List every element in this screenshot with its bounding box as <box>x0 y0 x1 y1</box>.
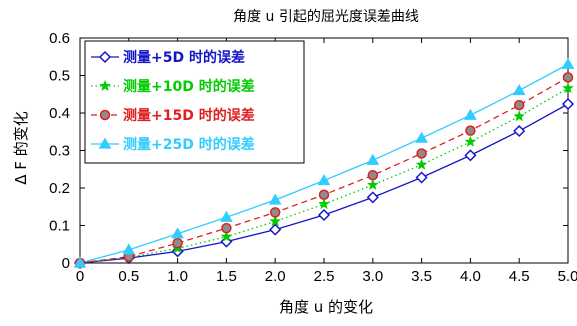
y-tick-label: 0.1 <box>49 218 70 235</box>
series-1-point <box>561 97 575 111</box>
series-1-point <box>415 171 428 184</box>
series-4-point <box>317 173 331 186</box>
x-tick-label: 2.0 <box>265 268 286 285</box>
series-3-point <box>416 148 427 159</box>
x-tick-label: 4.5 <box>509 268 530 285</box>
x-tick-label: 0.5 <box>118 268 139 285</box>
x-tick-label: 2.5 <box>314 268 335 285</box>
x-tick-label: 3.5 <box>411 268 432 285</box>
series-2-point <box>366 178 379 191</box>
x-tick-label: 3.0 <box>362 268 383 285</box>
series-1-point <box>513 124 526 138</box>
series-3-point <box>513 99 525 111</box>
y-axis-label: Δ F 的变化 <box>12 111 30 184</box>
legend-label-1: 测量+5D 时的误差 <box>123 49 245 66</box>
legend-marker-1 <box>98 50 112 64</box>
y-tick-label: 0.5 <box>49 68 70 85</box>
series-4-point <box>73 256 87 268</box>
series-4-point <box>366 153 380 165</box>
x-tick-label: 0 <box>76 268 84 285</box>
series-3-point <box>465 125 476 136</box>
series-1-point <box>317 208 331 222</box>
series-2-point <box>513 110 526 122</box>
series-4-point <box>512 83 526 96</box>
x-tick-label: 4.0 <box>460 268 481 285</box>
legend-label-2: 测量+10D 时的误差 <box>123 78 255 95</box>
series-4-point <box>220 210 233 222</box>
series-1-point <box>269 223 282 236</box>
series-2-point <box>464 135 477 147</box>
x-axis-label: 角度 u 的变化 <box>279 298 373 316</box>
series-3-point <box>221 222 232 234</box>
series-2-point <box>220 230 233 242</box>
series-2-point <box>562 82 574 94</box>
legend-box <box>84 40 305 164</box>
y-tick-label: 0.6 <box>49 30 70 47</box>
legend-marker-2 <box>99 79 111 92</box>
series-3-point <box>562 72 574 83</box>
series-4-point <box>171 227 184 239</box>
series-2-point <box>415 158 428 170</box>
series-1-point <box>464 149 477 162</box>
series-3-point <box>318 189 330 200</box>
series-4-point <box>464 108 477 120</box>
series-4-point <box>561 57 575 69</box>
legend-label-4: 测量+25D 时的误差 <box>123 136 255 153</box>
series-3-point <box>172 237 183 249</box>
series-4-point <box>122 243 136 255</box>
series-4-point <box>268 193 282 205</box>
y-tick-label: 0.4 <box>49 105 70 122</box>
legend-marker-3 <box>99 109 111 121</box>
legend-label-3: 测量+15D 时的误差 <box>123 107 255 124</box>
series-2-point <box>318 197 330 210</box>
legend-marker-4 <box>98 137 112 149</box>
y-tick-label: 0 <box>62 255 70 272</box>
x-tick-label: 1.0 <box>167 268 188 285</box>
y-tick-label: 0.3 <box>49 143 70 160</box>
series-3-point <box>269 207 281 218</box>
plot-area: 0 0.5 1.0 1.5 2.0 2.5 3.0 3.5 4.0 4.5 5.0 0 0.1 0.2 0.… <box>49 30 577 285</box>
chart-title: 角度 u 引起的屈光度误差曲线 <box>233 9 419 25</box>
series-3-point <box>367 170 379 181</box>
series-1-point <box>366 191 379 204</box>
series-line-2 <box>79 87 569 264</box>
x-tick-label: 1.5 <box>216 268 237 285</box>
series-4-point <box>415 131 428 143</box>
series-2-point <box>269 215 282 227</box>
y-tick-label: 0.2 <box>49 180 70 197</box>
x-tick-label: 5.0 <box>558 268 577 285</box>
